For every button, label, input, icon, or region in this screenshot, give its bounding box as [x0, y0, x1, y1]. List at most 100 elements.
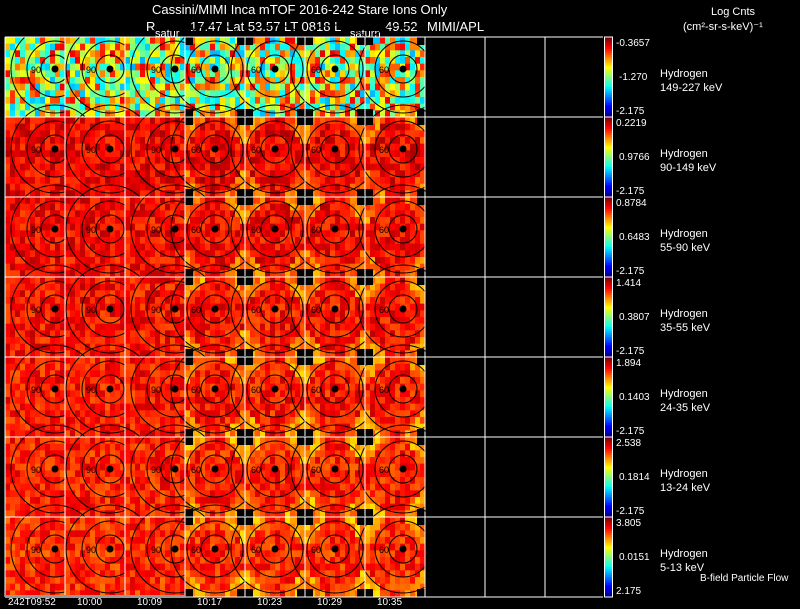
- energy-label: 5-13 keV: [660, 562, 705, 574]
- colorbar-segment: [605, 433, 612, 436]
- subtitle-coords: 17.47 Lat 53.57 LT 0818 L: [190, 19, 342, 34]
- colorbar-segment: [605, 211, 612, 214]
- colorbar-segment: [605, 549, 612, 552]
- colorbar-segment: [605, 59, 612, 62]
- colorbar-segment: [605, 271, 612, 274]
- saturn-marker: [171, 385, 179, 393]
- contour-label: 60: [311, 145, 321, 155]
- contour-label: 90: [31, 545, 41, 555]
- saturn-marker: [211, 225, 219, 233]
- colorbar-segment: [605, 503, 612, 506]
- colorbar-segment: [605, 63, 612, 66]
- colorbar-segment: [605, 223, 612, 226]
- colorbar-segment: [605, 515, 612, 518]
- colorbar-segment: [605, 269, 612, 272]
- colorbar-max: 0.2219: [616, 118, 647, 129]
- colorbar-segment: [605, 225, 612, 228]
- colorbar-segment: [605, 391, 612, 394]
- contour-label: 60: [311, 465, 321, 475]
- contour-label: 90: [151, 305, 161, 315]
- colorbar-min: -2.175: [616, 106, 645, 117]
- heatmap-panel: 60: [230, 264, 320, 358]
- colorbar-segment: [605, 573, 612, 576]
- colorbar-segment: [605, 473, 612, 476]
- colorbar-max: 3.805: [616, 518, 642, 529]
- colorbar-segment: [605, 497, 612, 500]
- colorbar-segment: [605, 115, 612, 118]
- colorbar-segment: [605, 481, 612, 484]
- colorbar-segment: [605, 69, 612, 72]
- species-label: Hydrogen: [660, 228, 708, 240]
- colorbar-segment: [605, 393, 612, 396]
- colorbar-segment: [605, 465, 612, 468]
- units-line1: Log Cnts: [711, 6, 756, 18]
- contour-label: 60: [191, 65, 201, 75]
- colorbar-segment: [605, 475, 612, 478]
- colorbar-segment: [605, 395, 612, 398]
- colorbar-segment: [605, 593, 612, 596]
- contour-label: 90: [151, 145, 161, 155]
- colorbar-segment: [605, 79, 612, 82]
- saturn-marker: [271, 305, 279, 313]
- colorbar-segment: [605, 523, 612, 526]
- colorbar-segment: [605, 491, 612, 494]
- colorbar-mid: 0.0151: [619, 552, 650, 563]
- time-tick-label: 10:00: [77, 597, 103, 608]
- colorbar-segment: [605, 525, 612, 528]
- colorbar-max: 1.894: [616, 358, 642, 369]
- colorbar-segment: [605, 411, 612, 414]
- colorbar-segment: [605, 295, 612, 298]
- colorbar-max: 2.538: [616, 438, 642, 449]
- colorbar-segment: [605, 105, 612, 108]
- colorbar-segment: [605, 499, 612, 502]
- contour-label: 60: [251, 385, 261, 395]
- colorbar-segment: [605, 173, 612, 176]
- colorbar-segment: [605, 587, 612, 590]
- colorbar-segment: [605, 383, 612, 386]
- species-label: Hydrogen: [660, 468, 708, 480]
- colorbar-segment: [605, 381, 612, 384]
- heatmap-panel: 60: [358, 24, 448, 118]
- heatmap-panel: 90: [125, 424, 220, 518]
- colorbar-segment: [605, 367, 612, 370]
- colorbar-max: -0.3657: [616, 38, 650, 49]
- saturn-marker: [399, 545, 407, 553]
- colorbar-segment: [605, 73, 612, 76]
- colorbar-segment: [605, 417, 612, 420]
- colorbar-segment: [605, 83, 612, 86]
- contour-label: 60: [379, 225, 389, 235]
- heatmap-panel: 90: [5, 264, 100, 358]
- heatmap-panel: 60: [290, 344, 380, 438]
- colorbar-segment: [605, 297, 612, 300]
- colorbar-segment: [605, 323, 612, 326]
- colorbar-segment: [605, 517, 612, 520]
- colorbar-segment: [605, 307, 612, 310]
- colorbar-segment: [605, 529, 612, 532]
- colorbar-segment: [605, 437, 612, 440]
- colorbar-segment: [605, 563, 612, 566]
- saturn-marker: [51, 225, 59, 233]
- colorbar-min: -2.175: [616, 346, 645, 357]
- saturn-marker: [331, 65, 339, 73]
- species-label: Hydrogen: [660, 548, 708, 560]
- heatmap-panel: 60: [290, 104, 380, 198]
- colorbar-segment: [605, 245, 612, 248]
- colorbar-segment: [605, 319, 612, 322]
- contour-label: 60: [311, 545, 321, 555]
- colorbar-segment: [605, 261, 612, 264]
- colorbar-segment: [605, 325, 612, 328]
- colorbar-segment: [605, 425, 612, 428]
- colorbar-segment: [605, 335, 612, 338]
- colorbar-segment: [605, 267, 612, 270]
- heatmap-panel: 60: [290, 504, 380, 598]
- time-tick-label: 242T09:52: [8, 597, 56, 608]
- colorbar-segment: [605, 273, 612, 276]
- colorbar-segment: [605, 289, 612, 292]
- colorbar-segment: [605, 453, 612, 456]
- colorbar-segment: [605, 387, 612, 390]
- colorbar-segment: [605, 507, 612, 510]
- colorbar-segment: [605, 589, 612, 592]
- colorbar-segment: [605, 363, 612, 366]
- colorbar-segment: [605, 137, 612, 140]
- colorbar-segment: [605, 311, 612, 314]
